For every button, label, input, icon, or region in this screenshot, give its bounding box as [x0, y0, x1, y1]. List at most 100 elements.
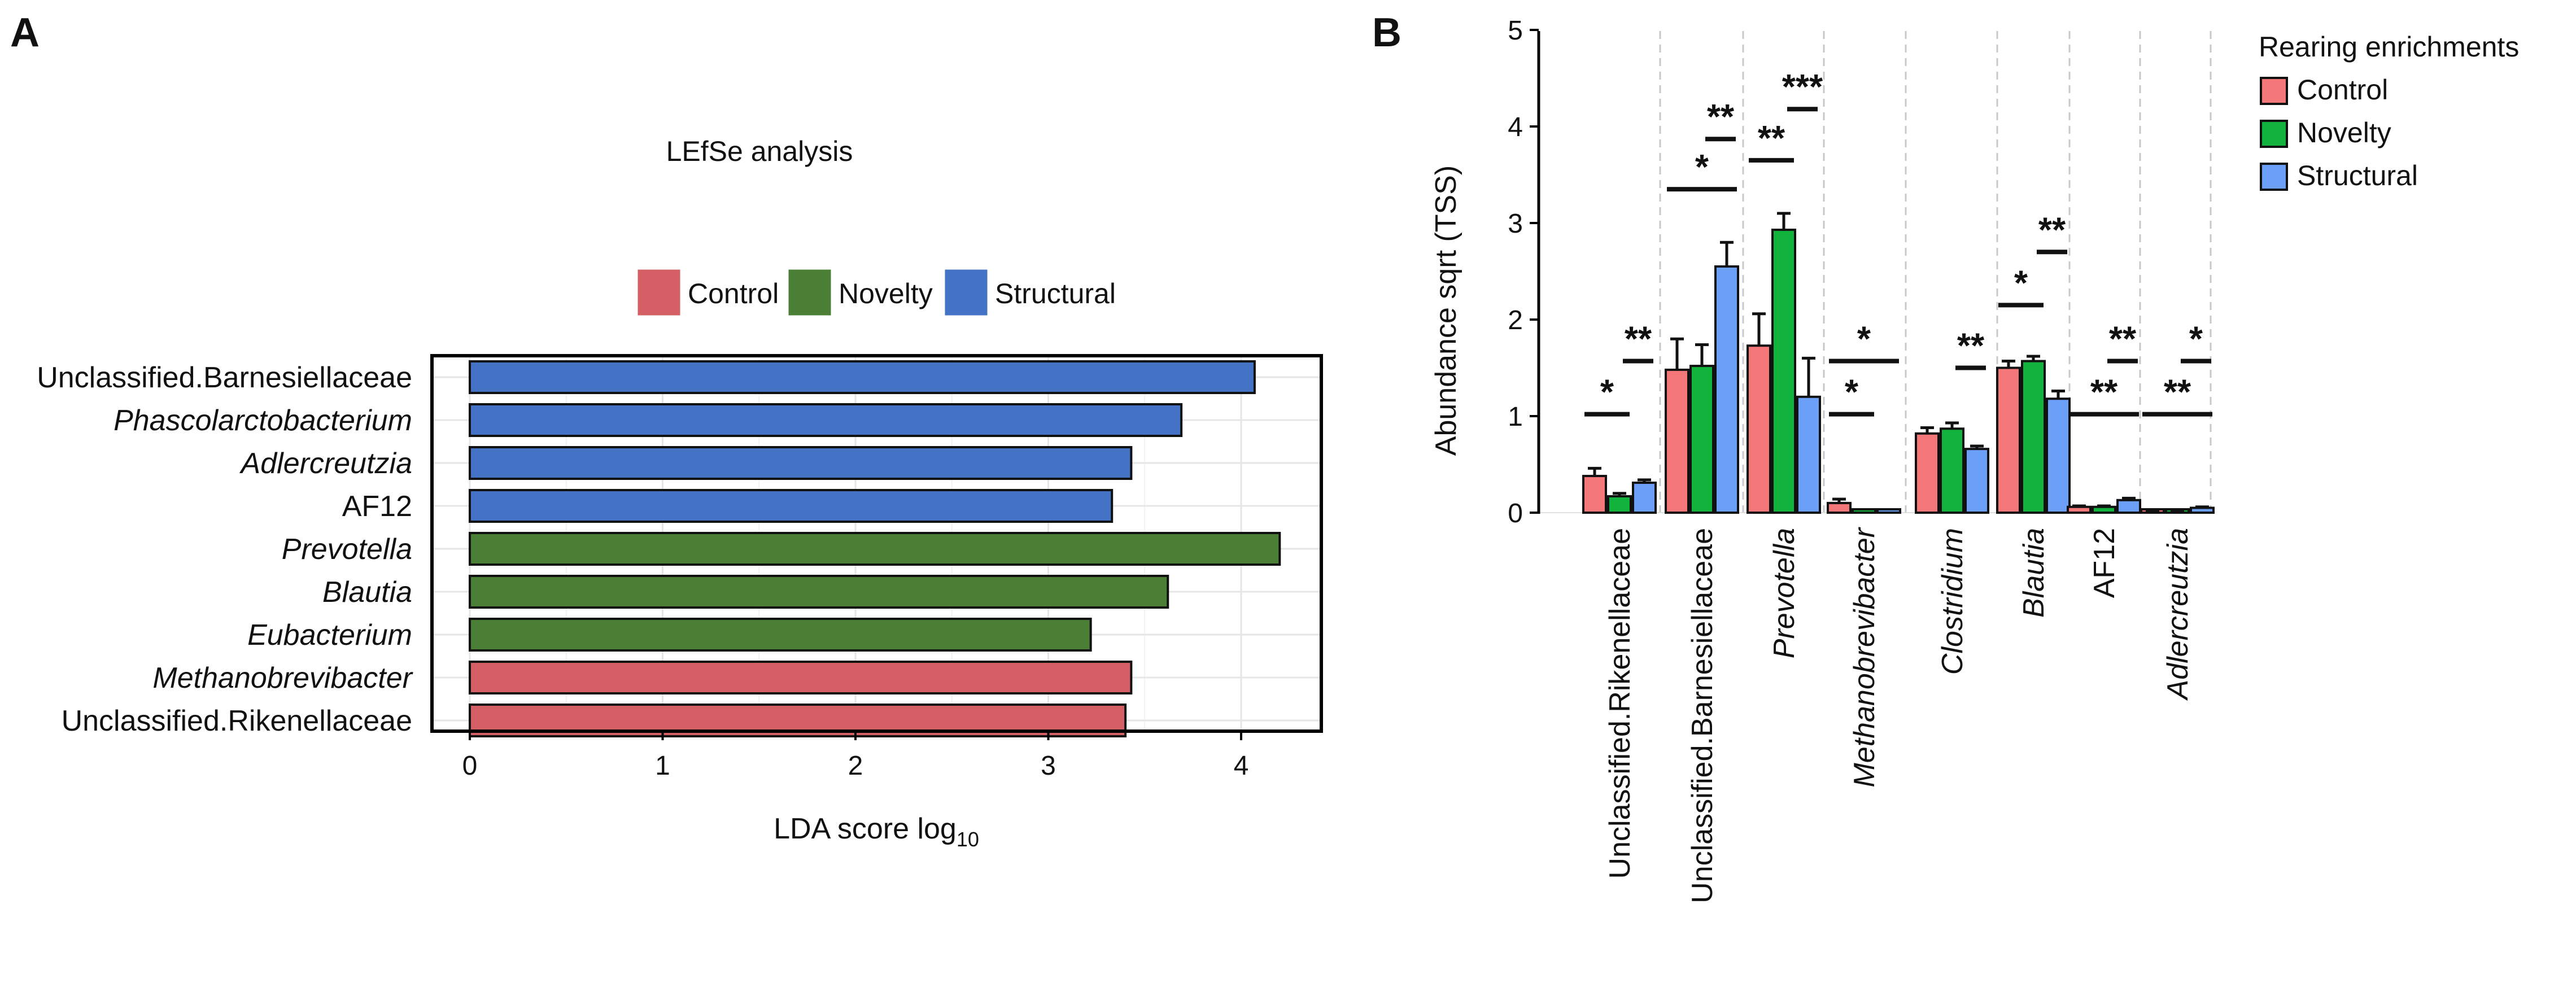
chart-b-significance-stars: * — [1857, 320, 1871, 359]
chart-b-y-ticks: 0 1 2 3 4 5 — [1508, 16, 1539, 528]
chart-a-bar-methanobrevibacter — [469, 661, 1133, 694]
chart-b-y-tick-label: 4 — [1508, 112, 1523, 142]
chart-b-significance: ************* ************ — [1584, 68, 2212, 417]
chart-a-x-tick-label: 2 — [848, 751, 863, 781]
chart-a-bar-adlercreutzia — [469, 446, 1133, 480]
chart-b-significance-stars: * — [1845, 373, 1859, 412]
chart-b-significance-stars: ** — [1707, 98, 1735, 137]
chart-b-legend: Control Novelty Structural — [2260, 74, 2418, 191]
chart-a-title: LEfSe analysis — [666, 136, 853, 167]
chart-b-significance-stars: * — [2189, 320, 2203, 359]
chart-a-category-labels: Unclassified.Barnesiellaceae Phascolarcto… — [37, 361, 413, 737]
panel-a-letter: A — [10, 10, 40, 55]
chart-b-bar-af12-control — [2067, 505, 2092, 514]
chart-a-legend-swatch-novelty — [787, 268, 833, 317]
chart-a-legend-label-structural: Structural — [995, 278, 1116, 309]
chart-a-bar-eubacterium — [469, 618, 1092, 652]
chart-b-significance-stars: ** — [1957, 327, 1985, 366]
chart-a-label-phascolarctobacterium: Phascolarctobacterium — [113, 404, 412, 437]
chart-a-label-unclassified-rikenellaceae: Unclassified.Rikenellaceae — [62, 705, 412, 737]
chart-b-significance-stars: * — [1695, 148, 1709, 187]
chart-b-bars — [1582, 212, 2215, 514]
chart-b-separators — [1539, 31, 2212, 514]
chart-a-label-eubacterium: Eubacterium — [247, 619, 412, 652]
chart-b-label-unclassified-barnesiellaceae: Unclassified.Barnesiellaceae — [1686, 528, 1719, 903]
chart-b-label-blautia: Blautia — [2018, 528, 2050, 618]
chart-b-bar-methanobrevibacter-control — [1827, 501, 1852, 514]
chart-b-significance-stars: ** — [1758, 119, 1785, 158]
chart-b-legend-swatch-novelty — [2260, 120, 2288, 148]
chart-b-legend-label-novelty: Novelty — [2297, 117, 2391, 148]
chart-b-significance-stars: ** — [2090, 373, 2118, 412]
chart-b-y-axis-title: Abundance sqrt (TSS) — [1430, 165, 1462, 456]
chart-b-significance-stars: * — [2014, 264, 2028, 303]
chart-b-bar-unclassified-barnesiellaceae-novelty — [1689, 365, 1714, 514]
chart-b-bar-unclassified-barnesiellaceae-control — [1665, 368, 1689, 514]
chart-a-bar-blautia — [469, 575, 1169, 609]
chart-b-bar-blautia-control — [1996, 366, 2021, 514]
chart-a-plot-frame — [430, 354, 1323, 733]
chart-b-y-tick-label: 5 — [1508, 16, 1523, 46]
chart-b-bar-blautia-structural — [2046, 397, 2071, 514]
chart-b-y-tick-label: 1 — [1508, 402, 1523, 432]
chart-a-label-adlercreutzia: Adlercreutzia — [239, 447, 412, 480]
chart-a-legend-label-novelty: Novelty — [839, 278, 933, 309]
chart-a-x-tick-label: 1 — [655, 751, 670, 781]
chart-b-bar-unclassified-rikenellaceae-novelty — [1607, 495, 1632, 514]
chart-b-bar-prevotella-structural — [1796, 395, 1821, 514]
chart-b-bar-af12-novelty — [2092, 505, 2116, 514]
chart-b-bar-adlercreutzia-structural — [2190, 506, 2215, 514]
chart-b-label-adlercreutzia: Adlercreutzia — [2162, 528, 2194, 701]
chart-a-bar-unclassified-barnesiellaceae — [469, 360, 1256, 394]
chart-b-bar-unclassified-rikenellaceae-control — [1582, 475, 1607, 514]
chart-a-label-unclassified-barnesiellaceae: Unclassified.Barnesiellaceae — [37, 361, 412, 394]
chart-a-bar-af12 — [469, 489, 1114, 523]
chart-a-x-axis-title: LDA score log10 — [774, 812, 979, 851]
chart-b-y-tick-label: 2 — [1508, 305, 1523, 335]
chart-b-label-methanobrevibacter: Methanobrevibacter — [1848, 526, 1881, 787]
panel-b-letter: B — [1372, 10, 1401, 55]
chart-a-label-blautia: Blautia — [322, 576, 412, 609]
chart-a-legend-swatch-control — [636, 268, 682, 317]
chart-a-legend: Control Novelty Structural — [636, 268, 1116, 317]
chart-a-x-axis-title-main: LDA score log — [774, 812, 957, 845]
chart-b-bar-unclassified-rikenellaceae-structural — [1632, 481, 1657, 514]
chart-a-x-tick-label: 0 — [462, 751, 478, 781]
chart-b-bar-blautia-novelty — [2021, 360, 2046, 514]
chart-b-bar-clostridium-novelty — [1940, 427, 1964, 514]
chart-b-bar-prevotella-control — [1747, 344, 1771, 514]
chart-a-label-af12: AF12 — [342, 490, 412, 523]
chart-b-bar-prevotella-novelty — [1771, 228, 1796, 514]
chart-b-bar-methanobrevibacter-structural — [1876, 508, 1901, 514]
chart-a-bars — [469, 360, 1281, 737]
chart-a-bar-phascolarctobacterium — [469, 403, 1183, 437]
chart-b-legend-title: Rearing enrichments — [2259, 31, 2519, 63]
chart-a-legend-swatch-structural — [943, 268, 989, 317]
chart-b-significance-stars: ** — [2038, 211, 2066, 250]
chart-a-legend-label-control: Control — [688, 278, 779, 309]
chart-b-legend-swatch-control — [2260, 77, 2288, 105]
chart-b-significance-stars: * — [1600, 373, 1614, 412]
chart-b-significance-stars: ** — [2109, 320, 2137, 359]
chart-b-label-af12: AF12 — [2088, 528, 2121, 598]
chart-b-bar-af12-structural — [2116, 499, 2141, 514]
chart-b-legend-label-control: Control — [2297, 74, 2388, 106]
chart-a-label-prevotella: Prevotella — [282, 533, 412, 566]
chart-b-y-tick-label: 3 — [1508, 209, 1523, 239]
chart-b-label-clostridium: Clostridium — [1936, 528, 1969, 675]
chart-a-x-tick-label: 4 — [1234, 751, 1249, 781]
chart-a-label-methanobrevibacter: Methanobrevibacter — [152, 662, 413, 694]
chart-b-significance-stars: *** — [1782, 68, 1823, 107]
chart-b-legend-label-structural: Structural — [2297, 160, 2418, 191]
chart-a-bar-prevotella — [469, 532, 1281, 566]
chart-b-category-labels: Unclassified.Rikenellaceae Unclassified.B… — [1604, 526, 2194, 903]
chart-a-x-tick-label: 3 — [1041, 751, 1056, 781]
chart-b-significance-stars: ** — [1625, 320, 1652, 359]
chart-b-label-prevotella: Prevotella — [1768, 528, 1801, 658]
chart-b-y-tick-label: 0 — [1508, 499, 1523, 528]
chart-b-bar-methanobrevibacter-novelty — [1852, 508, 1876, 514]
chart-b-bar-unclassified-barnesiellaceae-structural — [1714, 265, 1739, 514]
chart-b-bar-clostridium-structural — [1964, 448, 1989, 514]
chart-b-significance-stars: ** — [2164, 373, 2191, 412]
